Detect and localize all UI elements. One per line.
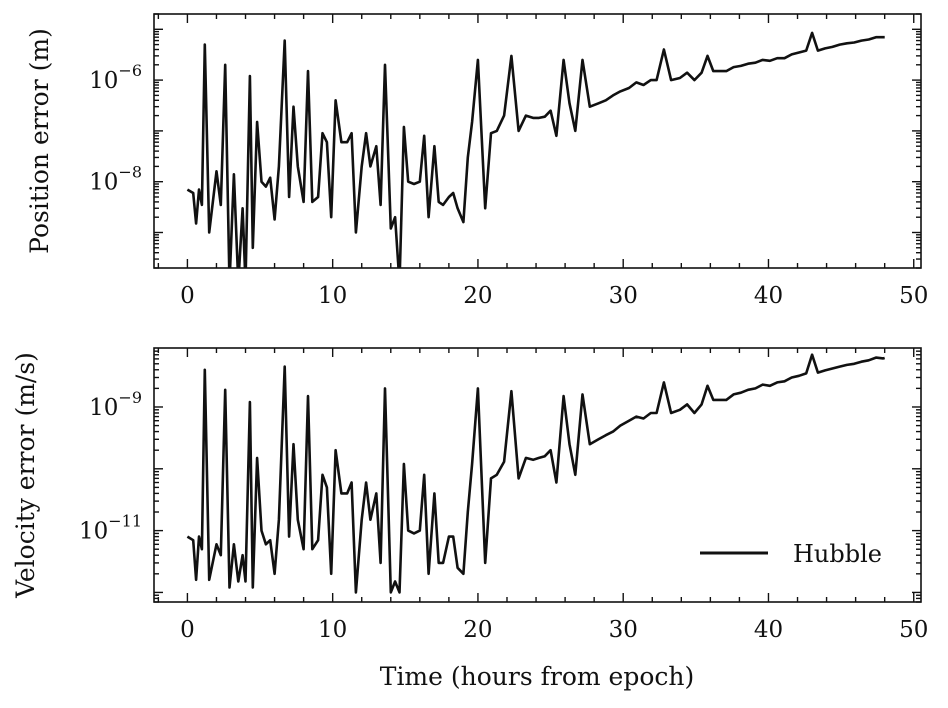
velocity-x-ticks: 0 10 20 30 40 50 [180,348,928,643]
velocity-y-ticks: 10−11 10−9 [79,388,921,594]
velocity-x-tick-label: 10 [318,617,347,643]
position-error-panel: 0 10 20 30 40 50 10−8 10−6 Position error (m) [25,13,928,309]
position-x-tick-label: 10 [318,283,347,309]
velocity-x-tick-label: 50 [899,617,928,643]
velocity-y-tick-label: 10−11 [79,512,142,545]
position-y-tick-label: 10−8 [89,163,142,196]
velocity-x-tick-label: 40 [754,617,783,643]
position-y-tick-label: 10−6 [89,61,142,94]
legend-label-hubble: Hubble [793,540,882,568]
position-x-tick-label: 30 [609,283,638,309]
legend: Hubble [700,540,882,568]
position-plot-frame [153,13,922,269]
velocity-y-axis-label: Velocity error (m/s) [11,352,40,599]
position-series-line-hubble [186,31,885,268]
velocity-x-tick-label: 0 [180,617,195,643]
position-y-axis-label: Position error (m) [25,28,54,254]
velocity-error-panel: 0 10 20 30 40 50 10−11 10−9 Velocity error (m/… [11,347,928,643]
position-y-ticks: 10−8 10−6 [89,28,921,234]
velocity-x-tick-label: 20 [463,617,492,643]
velocity-series-line-hubble [186,353,886,594]
velocity-y-tick-label: 10−9 [89,388,142,421]
position-minor-ticks [154,13,921,269]
position-x-tick-label: 0 [180,283,195,309]
velocity-x-tick-label: 30 [609,617,638,643]
position-x-tick-label: 20 [463,283,492,309]
x-axis-label: Time (hours from epoch) [380,662,694,691]
position-x-ticks: 0 10 20 30 40 50 [180,14,928,309]
position-x-tick-label: 50 [899,283,928,309]
position-x-tick-label: 40 [754,283,783,309]
velocity-minor-ticks [154,348,921,603]
